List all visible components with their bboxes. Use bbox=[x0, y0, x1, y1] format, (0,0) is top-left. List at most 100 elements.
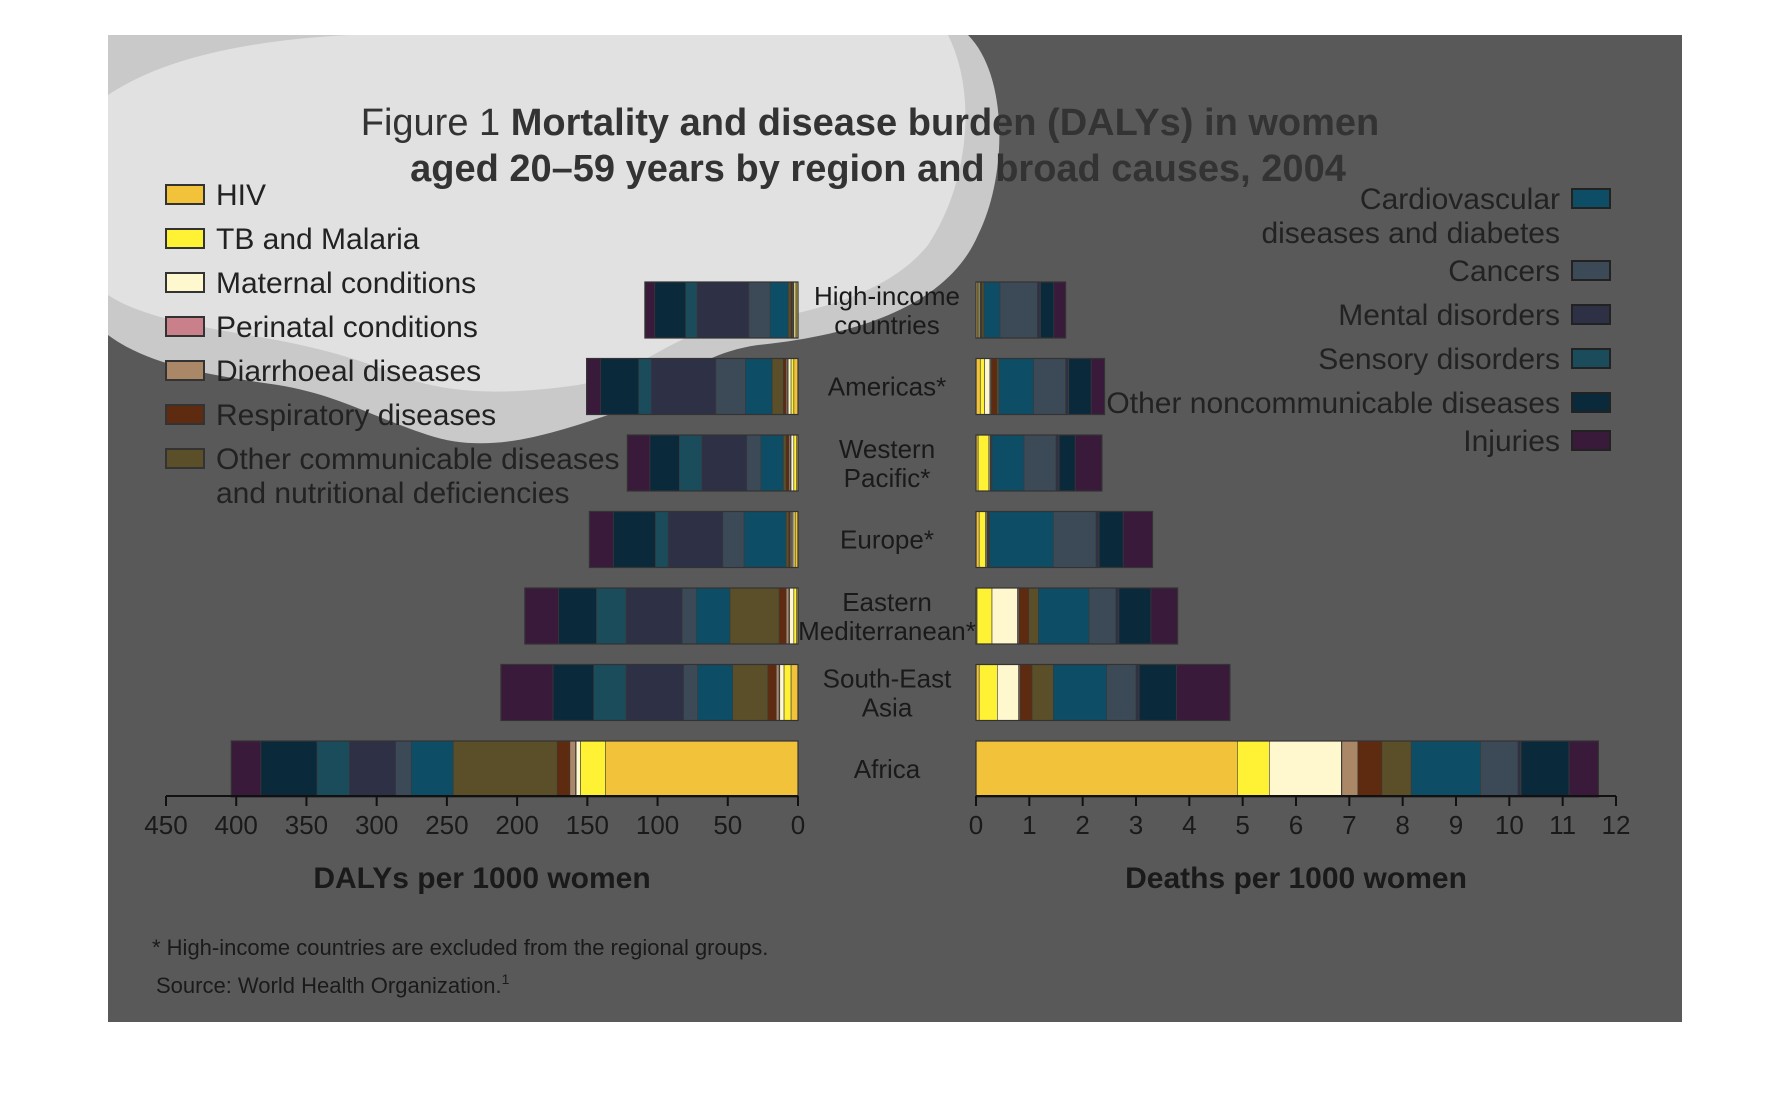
deaths-bar-south-east-asia-cardiovascular-diseases-and-diabetes bbox=[1053, 664, 1107, 721]
dalys-bar-africa-sensory-disorders bbox=[316, 740, 350, 798]
dalys-bar-south-east-asia-cancers bbox=[683, 664, 698, 721]
deaths-bar-western-pacific-cancers bbox=[1023, 434, 1057, 492]
dalys-bar-south-east-asia-injuries bbox=[500, 664, 554, 721]
region-label-eastern-mediterranean: Eastern Mediterranean* bbox=[798, 587, 976, 646]
deaths-bar-americas-other-communicable-diseases-and-nutritional-deficiencies bbox=[996, 358, 1000, 415]
deaths-bar-western-pacific-tb-and-malaria bbox=[977, 434, 990, 492]
dalys-bar-europe-cancers bbox=[722, 511, 745, 568]
deaths-per-1000-women-tick-label-6: 6 bbox=[1289, 810, 1303, 840]
deaths-bar-eastern-mediterranean-cardiovascular-diseases-and-diabetes bbox=[1038, 587, 1090, 645]
deaths-bar-eastern-mediterranean-respiratory-diseases bbox=[1018, 587, 1030, 645]
deaths-bar-outline-south-east-asia bbox=[975, 663, 1231, 722]
legend-label-injuries: Injuries bbox=[1463, 425, 1560, 458]
dalys-bar-africa-other-noncommunicable-diseases bbox=[260, 740, 318, 798]
deaths-bar-africa-mental-disorders bbox=[1517, 740, 1521, 798]
deaths-bar-americas-other-noncommunicable-diseases bbox=[1068, 358, 1092, 415]
legend-label-hiv: HIV bbox=[216, 179, 266, 212]
dalys-bar-western-pacific-mental-disorders bbox=[701, 434, 748, 492]
dalys-bar-europe-cardiovascular-diseases-and-diabetes bbox=[743, 511, 787, 568]
dalys-per-1000-women-tick-label-200: 200 bbox=[495, 810, 538, 840]
deaths-bar-americas-injuries bbox=[1090, 358, 1105, 415]
dalys-bar-south-east-asia-diarrhoeal-diseases bbox=[775, 664, 780, 721]
legend-swatch-injuries bbox=[1571, 430, 1611, 451]
dalys-bar-high-income-countries-other-noncommunicable-diseases bbox=[654, 281, 686, 339]
legend-label-cancers: Cancers bbox=[1448, 255, 1560, 288]
dalys-bar-africa-maternal-conditions bbox=[575, 740, 581, 798]
legend-label-other-communicable-diseases-and-nutritional-deficiencies: Other communicable diseases and nutrition… bbox=[216, 443, 620, 510]
deaths-bar-africa-diarrhoeal-diseases bbox=[1341, 740, 1359, 798]
legend-label-cardiovascular-diseases-and-diabetes: Cardiovascular diseases and diabetes bbox=[1261, 183, 1560, 250]
dalys-bar-south-east-asia-mental-disorders bbox=[625, 664, 684, 721]
dalys-bar-americas-mental-disorders bbox=[650, 358, 717, 415]
dalys-bar-europe-other-noncommunicable-diseases bbox=[613, 511, 656, 568]
region-label-europe: Europe* bbox=[840, 525, 934, 555]
dalys-per-1000-women-tick-label-300: 300 bbox=[355, 810, 398, 840]
deaths-bar-western-pacific-injuries bbox=[1074, 434, 1103, 492]
dalys-bar-outline-western-pacific bbox=[626, 434, 799, 492]
dalys-axis: 450 400 350 300 250 200 150 100 50 0 DALYs per 100… bbox=[144, 795, 805, 895]
deaths-bar-western-pacific-other-noncommunicable-diseases bbox=[1058, 434, 1076, 492]
dalys-bar-south-east-asia-hiv bbox=[790, 664, 799, 721]
legend-swatch-other-communicable-diseases-and-nutritional-deficiencies bbox=[165, 448, 205, 469]
dalys-bar-eastern-mediterranean-injuries bbox=[524, 587, 559, 645]
deaths-bar-africa-cardiovascular-diseases-and-diabetes bbox=[1410, 740, 1481, 798]
dalys-per-1000-women-tick-label-450: 450 bbox=[144, 810, 187, 840]
deaths-bar-outline-eastern-mediterranean bbox=[975, 587, 1179, 645]
deaths-bar-outline-high-income-countries bbox=[975, 281, 1067, 339]
dalys-bar-south-east-asia-tb-and-malaria bbox=[783, 664, 792, 721]
deaths-bar-south-east-asia-other-communicable-diseases-and-nutritional-deficiencies bbox=[1031, 664, 1054, 721]
legend-swatch-other-noncommunicable-diseases bbox=[1571, 392, 1611, 413]
deaths-per-1000-women-tick-label-0: 0 bbox=[969, 810, 983, 840]
legend-swatch-maternal-conditions bbox=[165, 272, 205, 293]
region-label-south-east-asia: South-East Asia bbox=[823, 664, 952, 723]
deaths-bar-americas-maternal-conditions bbox=[984, 358, 991, 415]
legend-left: HIV TB and Malaria Maternal conditions Peri… bbox=[165, 179, 620, 510]
title-prefix: Figure 1 bbox=[361, 102, 511, 144]
legend-label-diarrhoeal-diseases: Diarrhoeal diseases bbox=[216, 355, 481, 388]
legend-label-mental-disorders: Mental disorders bbox=[1338, 299, 1560, 332]
deaths-per-1000-women-tick-label-9: 9 bbox=[1449, 810, 1463, 840]
deaths-per-1000-women-tick-label-3: 3 bbox=[1129, 810, 1143, 840]
dalys-bar-high-income-countries-cardiovascular-diseases-and-diabetes bbox=[769, 281, 789, 339]
deaths-per-1000-women-tick-label-2: 2 bbox=[1075, 810, 1089, 840]
legend-label-perinatal-conditions: Perinatal conditions bbox=[216, 311, 478, 344]
deaths-bar-south-east-asia-respiratory-diseases bbox=[1019, 664, 1033, 721]
dalys-bar-europe-mental-disorders bbox=[667, 511, 724, 568]
deaths-bar-south-east-asia-tb-and-malaria bbox=[978, 664, 998, 721]
dalys-bar-south-east-asia-sensory-disorders bbox=[593, 664, 627, 721]
dalys-bar-eastern-mediterranean-diarrhoeal-diseases bbox=[785, 587, 790, 645]
legend-label-tb-and-malaria: TB and Malaria bbox=[216, 223, 420, 256]
dalys-bar-south-east-asia-respiratory-diseases bbox=[767, 664, 777, 721]
legend-swatch-cardiovascular-diseases-and-diabetes bbox=[1571, 188, 1611, 209]
deaths-bar-africa-maternal-conditions bbox=[1269, 740, 1342, 798]
dalys-bar-eastern-mediterranean-sensory-disorders bbox=[596, 587, 627, 645]
deaths-bar-eastern-mediterranean-mental-disorders bbox=[1115, 587, 1119, 645]
dalys-bar-africa-cancers bbox=[395, 740, 412, 798]
dalys-bar-outline-south-east-asia bbox=[500, 663, 799, 722]
region-labels: High-income countries Americas* Western Paci… bbox=[798, 281, 976, 784]
deaths-bar-high-income-countries-other-communicable-diseases-and-nutritional-deficiencies bbox=[981, 281, 985, 339]
dalys-bar-eastern-mediterranean-cardiovascular-diseases-and-diabetes bbox=[695, 587, 731, 645]
deaths-bar-high-income-countries-injuries bbox=[1053, 281, 1066, 339]
legend-swatch-diarrhoeal-diseases bbox=[165, 360, 205, 381]
deaths-bar-europe-mental-disorders bbox=[1095, 511, 1099, 568]
deaths-bar-high-income-countries-cardiovascular-diseases-and-diabetes bbox=[983, 281, 1001, 339]
dalys-bar-africa-mental-disorders bbox=[348, 740, 396, 798]
dalys-bar-americas-cardiovascular-diseases-and-diabetes bbox=[745, 358, 773, 415]
dalys-bar-eastern-mediterranean-respiratory-diseases bbox=[778, 587, 787, 645]
deaths-bar-south-east-asia-maternal-conditions bbox=[997, 664, 1019, 721]
dalys-bar-outline-europe bbox=[588, 510, 799, 569]
dalys-bar-eastern-mediterranean-mental-disorders bbox=[625, 587, 683, 645]
deaths-bar-eastern-mediterranean-injuries bbox=[1150, 587, 1178, 645]
deaths-bar-south-east-asia-mental-disorders bbox=[1135, 664, 1139, 721]
dalys-bar-western-pacific-other-communicable-diseases-and-nutritional-deficiencies bbox=[782, 434, 787, 492]
dalys-bar-americas-maternal-conditions bbox=[787, 358, 792, 415]
deaths-per-1000-women-tick-label-12: 12 bbox=[1602, 810, 1631, 840]
legend-label-sensory-disorders: Sensory disorders bbox=[1318, 343, 1560, 376]
dalys-bar-high-income-countries-cancers bbox=[748, 281, 771, 339]
dalys-bar-africa-diarrhoeal-diseases bbox=[569, 740, 576, 798]
deaths-per-1000-women-tick-label-5: 5 bbox=[1235, 810, 1249, 840]
dalys-bar-western-pacific-cancers bbox=[746, 434, 762, 492]
legend-label-other-noncommunicable-diseases: Other noncommunicable diseases bbox=[1106, 387, 1560, 420]
source-text: Source: World Health Organization. bbox=[156, 973, 502, 998]
